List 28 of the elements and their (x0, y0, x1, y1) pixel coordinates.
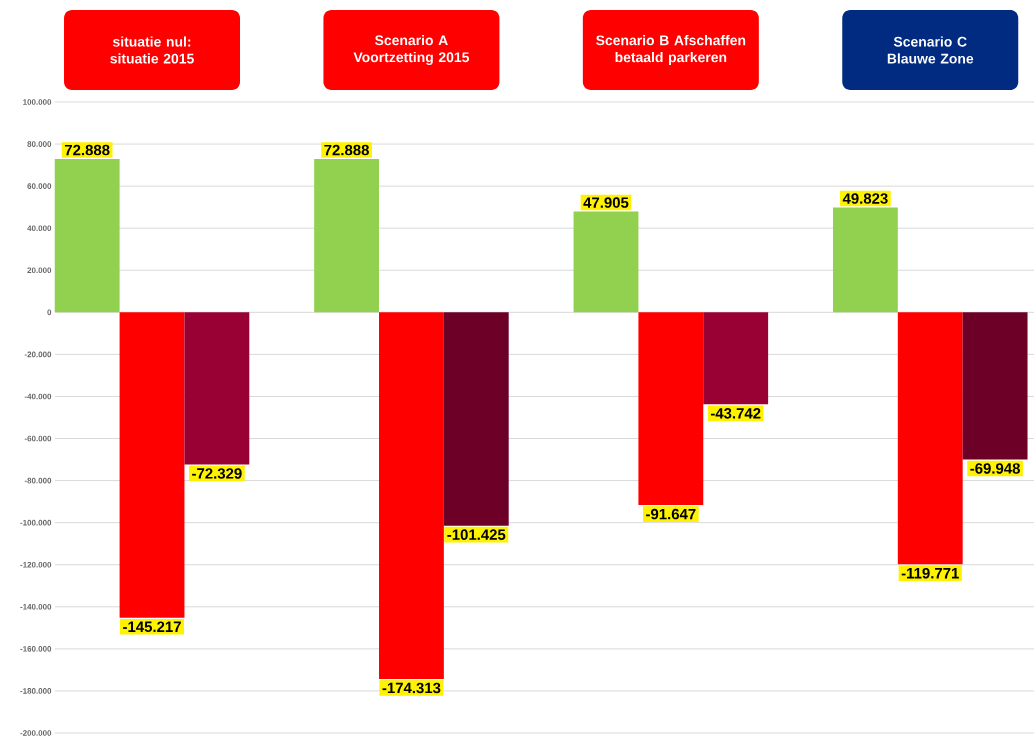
data-label: -119.771 (901, 567, 959, 579)
bar (443, 312, 509, 526)
data-label: -174.313 (382, 682, 441, 694)
data-label: -145.217 (123, 621, 181, 633)
bar (897, 312, 963, 565)
data-label: -43.742 (710, 408, 761, 419)
bar (119, 312, 185, 618)
data-label: 72.888 (64, 144, 110, 156)
bar (832, 207, 898, 313)
bar (638, 312, 704, 506)
bar (573, 211, 639, 313)
data-label: 47.905 (583, 197, 629, 208)
x-tick-label: Scenario A Voortzetting 2015 (353, 34, 470, 65)
bar (314, 159, 379, 313)
bar (54, 159, 120, 313)
data-label: 49.823 (842, 193, 888, 204)
data-label: 72.888 (324, 144, 369, 156)
x-tick-label: Scenario C Blauwe Zone (887, 36, 974, 64)
x-tick-label: situatie nul: situatie 2015 (110, 36, 194, 64)
bar (184, 312, 250, 465)
data-label: -72.329 (192, 468, 242, 479)
bar (703, 312, 769, 405)
data-label: -101.425 (447, 529, 506, 540)
bar (379, 312, 444, 679)
bar (962, 312, 1028, 460)
data-label: -91.647 (646, 508, 696, 520)
data-label: -69.948 (970, 463, 1020, 474)
x-tick-label: Scenario B Afschaffen betaald parkeren (596, 35, 746, 65)
